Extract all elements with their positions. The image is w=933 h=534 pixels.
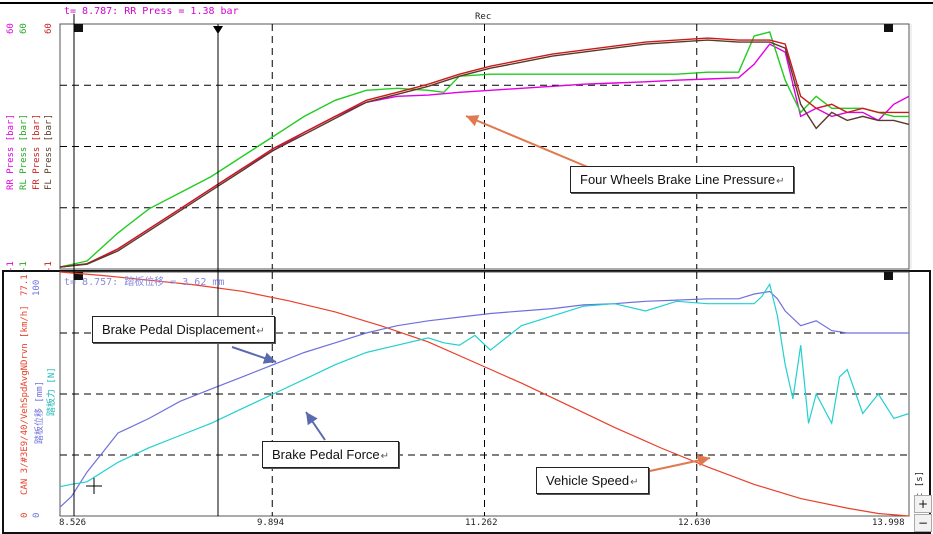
bottom-scale-min-speed: 0 xyxy=(20,512,30,518)
x-tick-2: 11.262 xyxy=(465,518,498,528)
x-axis-unit: t [s] xyxy=(915,470,925,498)
top-scale-min-rr: -1 xyxy=(6,261,16,272)
arrow-brake-line-pressure xyxy=(465,115,591,169)
bottom-scale-min-pedal: 0 xyxy=(32,512,42,518)
callout-vehicle-speed-text: Vehicle Speed xyxy=(546,473,630,488)
callout-brake-line-pressure-mark: ↵ xyxy=(776,176,785,187)
range-marker-2 xyxy=(884,24,893,32)
callout-brake-pedal-force: Brake Pedal Force↵ xyxy=(262,441,400,468)
rl-press-line xyxy=(59,31,909,268)
pedal-force-line xyxy=(59,282,910,488)
callout-brake-pedal-displacement: Brake Pedal Displacement↵ xyxy=(92,316,275,343)
top-cursor-readout: t= 8.787: RR Press = 1.38 bar xyxy=(64,6,239,17)
pedal-speed-series-group xyxy=(59,271,910,517)
channel-label-fl-press: FL Press [bar] xyxy=(44,114,54,190)
x-tick-1: 9.894 xyxy=(257,518,285,528)
callout-brake-pedal-force-text: Brake Pedal Force xyxy=(272,447,380,462)
pressure-series-group xyxy=(59,31,910,268)
callout-brake-line-pressure: Four Wheels Brake Line Pressure↵ xyxy=(570,166,795,193)
cursor-2-handle[interactable] xyxy=(213,26,223,34)
zoom-in-button[interactable]: + xyxy=(914,495,932,513)
bottom-cursor-readout: t= 8.757: 踏板位移 = 3.62 mm xyxy=(64,277,225,288)
bottom-panel-border xyxy=(2,270,931,534)
top-scale-max-fr: 60 xyxy=(44,23,54,34)
bottom-scale-max-pedal: 100 xyxy=(32,279,42,296)
cursor-lines[interactable] xyxy=(73,14,223,516)
channel-label-rl-press: RL Press [bar] xyxy=(19,114,29,190)
channel-label-vehicle-speed: CAN 3/#3E9/40/VehSpdAvgNDrvn [km/h] xyxy=(20,305,30,495)
fl-press-line xyxy=(59,39,910,268)
x-tick-4: 13.998 xyxy=(872,518,905,528)
top-scale-min-fr: -1 xyxy=(44,261,54,272)
channel-label-pedal-force: 踏板力 [N] xyxy=(47,367,57,416)
x-tick-0: 8.526 xyxy=(59,518,87,528)
callout-brake-line-pressure-text: Four Wheels Brake Line Pressure xyxy=(580,172,776,187)
callout-brake-pedal-displacement-mark: ↵ xyxy=(256,326,265,337)
callout-brake-pedal-displacement-text: Brake Pedal Displacement xyxy=(102,322,256,337)
top-scale-max-rl: 60 xyxy=(19,23,29,34)
pedal-displacement-line xyxy=(59,290,909,508)
x-tick-3: 12.630 xyxy=(678,518,711,528)
top-scale-max-rr: 60 xyxy=(6,23,16,34)
arrow-brake-pedal-displacement xyxy=(231,346,277,364)
fr-press-line xyxy=(59,37,909,268)
arrow-brake-pedal-force xyxy=(305,411,326,441)
bottom-scale-max-speed: 77.1 xyxy=(20,274,30,296)
callout-vehicle-speed: Vehicle Speed↵ xyxy=(536,467,649,494)
callout-vehicle-speed-mark: ↵ xyxy=(630,477,639,488)
channel-label-rr-press: RR Press [bar] xyxy=(6,114,16,190)
rec-label: Rec xyxy=(475,12,492,22)
range-marker-0 xyxy=(74,24,83,32)
channel-label-fr-press: FR Press [bar] xyxy=(32,114,42,190)
callout-brake-pedal-force-mark: ↵ xyxy=(380,451,390,462)
top-scale-min-rl: -1 xyxy=(19,261,29,272)
range-marker-3 xyxy=(884,272,893,280)
zoom-out-button[interactable]: − xyxy=(914,514,932,532)
vehicle-speed-line xyxy=(59,271,910,517)
chart-grid xyxy=(60,24,909,516)
range-marker-1 xyxy=(74,272,83,280)
